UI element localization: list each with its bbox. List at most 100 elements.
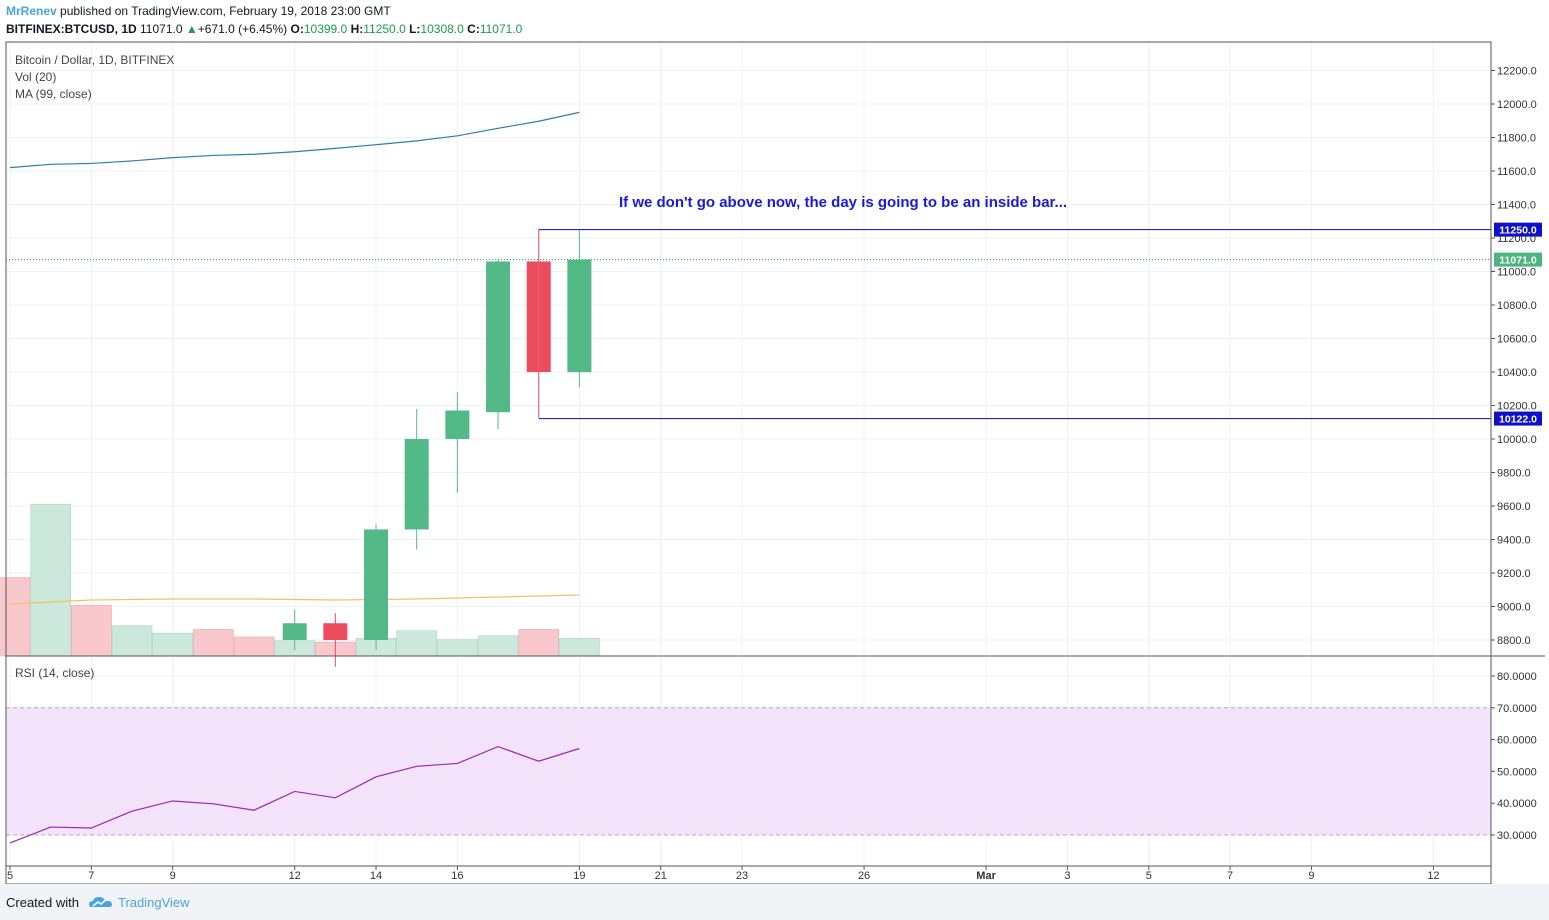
rsi-tick-label: 80.0000: [1497, 671, 1537, 683]
time-tick-label: 7: [1227, 870, 1233, 882]
levels-layer: [6, 229, 1491, 420]
legend-ma: MA (99, close): [15, 87, 92, 101]
volume-bar: [477, 635, 519, 657]
rsi-tick-label: 40.0000: [1497, 798, 1537, 810]
footer-bar: Created with TradingView: [0, 884, 1549, 920]
tradingview-logo-icon[interactable]: [88, 894, 114, 910]
legend-symbol: Bitcoin / Dollar, 1D, BITFINEX: [15, 53, 174, 67]
time-tick-label: Mar: [976, 870, 996, 882]
created-with-text: Created with: [6, 895, 79, 910]
rsi-tick-label: 50.0000: [1497, 766, 1537, 778]
level-price-label: 11250.0: [1499, 225, 1537, 237]
level-price-label-bg: [1494, 411, 1542, 426]
price-tick-label: 9600.0: [1497, 501, 1531, 513]
rsi-band: [6, 707, 1491, 835]
high-value: 11250.0: [363, 22, 406, 36]
time-tick-label: 9: [170, 870, 176, 882]
legend-rsi: RSI (14, close): [15, 666, 94, 680]
chart-annotation: If we don't go above now, the day is goi…: [619, 194, 1067, 211]
price-tick-label: 10200.0: [1497, 401, 1537, 413]
time-tick-label: 23: [736, 870, 748, 882]
volume-bar: [396, 630, 438, 657]
price-tick-label: 11000.0: [1497, 267, 1536, 279]
change-value: +671.0 (+6.45%): [197, 22, 288, 36]
axis-layer: 12200.012000.011800.011600.011400.011200…: [7, 66, 1537, 883]
rsi-band-layer: [6, 707, 1491, 836]
time-tick-label: 5: [1146, 870, 1152, 882]
volume-bar: [71, 605, 112, 657]
close-label: C:: [467, 22, 480, 36]
legend-volume: Vol (20): [15, 70, 56, 84]
author-name[interactable]: MrRenev: [6, 4, 57, 18]
price-tick-label: 11800.0: [1497, 133, 1536, 145]
volume-ma-line: [9, 594, 580, 605]
low-value: 10308.0: [420, 22, 464, 36]
price-tick-label: 9800.0: [1497, 468, 1531, 480]
price-labels-layer: 11250.0 10122.0 11071.0: [1494, 222, 1542, 426]
time-tick-label: 16: [451, 870, 463, 882]
low-label: L:: [409, 22, 421, 36]
rsi-tick-label: 70.0000: [1497, 703, 1537, 715]
volume-bar: [437, 639, 478, 657]
price-tick-label: 12200.0: [1497, 66, 1537, 78]
symbol-name: BITFINEX:BTCUSD, 1D: [6, 22, 137, 36]
open-label: O:: [290, 22, 304, 36]
time-tick-label: 3: [1064, 870, 1070, 882]
volume-layer: [0, 503, 600, 657]
ma-layer: [9, 111, 580, 169]
price-tick-label: 11400.0: [1497, 200, 1536, 212]
price-chart[interactable]: 12200.012000.011800.011600.011400.011200…: [0, 0, 1549, 884]
candle-body: [364, 529, 389, 640]
rsi-line: [9, 745, 580, 844]
candle-body: [445, 410, 470, 439]
time-tick-label: 7: [88, 870, 94, 882]
time-tick-label: 5: [7, 870, 13, 882]
level-price-label: 10122.0: [1499, 414, 1537, 426]
last-price-value: 11071.0: [140, 22, 183, 36]
published-text: published on TradingView.com, February 1…: [60, 4, 391, 18]
publish-info: MrRenev published on TradingView.com, Fe…: [6, 4, 391, 18]
time-tick-label: 14: [370, 870, 382, 882]
time-tick-label: 19: [573, 870, 585, 882]
symbol-info-bar: BITFINEX:BTCUSD, 1D 11071.0 ▲+671.0 (+6.…: [6, 22, 522, 36]
volume-bar: [111, 625, 153, 657]
volume-bar: [233, 636, 275, 657]
price-tick-label: 11600.0: [1497, 166, 1536, 178]
candle-body: [282, 623, 307, 640]
high-label: H:: [350, 22, 364, 36]
chart-frame: [5, 41, 1545, 884]
candle-body: [567, 259, 592, 373]
rsi-tick-label: 60.0000: [1497, 735, 1537, 747]
price-tick-label: 12000.0: [1497, 99, 1537, 111]
volume-bar: [30, 503, 71, 657]
price-tick-label: 9400.0: [1497, 535, 1531, 547]
open-value: 10399.0: [303, 22, 348, 36]
price-tick-label: 8800.0: [1497, 635, 1531, 647]
last-price-label-bg: [1494, 252, 1542, 267]
time-tick-label: 26: [858, 870, 870, 882]
volume-bar: [559, 637, 600, 657]
tradingview-brand-link[interactable]: TradingView: [118, 895, 190, 910]
last-price-label: 11071.0: [1499, 255, 1537, 267]
candle-body: [404, 439, 429, 530]
price-tick-label: 10600.0: [1497, 334, 1537, 346]
rsi-layer: [9, 745, 580, 844]
close-value: 11071.0: [479, 22, 523, 36]
volume-bar: [193, 629, 234, 657]
level-price-label-bg: [1494, 222, 1542, 237]
time-tick-label: 9: [1308, 870, 1314, 882]
volume-bar: [152, 632, 193, 657]
triangle-up-icon: ▲: [185, 22, 198, 36]
candles-layer: [282, 229, 592, 667]
price-tick-label: 10800.0: [1497, 300, 1537, 312]
volume-bar: [0, 577, 31, 657]
candle-body: [486, 261, 511, 413]
candle-body: [323, 623, 348, 640]
time-tick-label: 12: [289, 870, 301, 882]
price-tick-label: 9000.0: [1497, 602, 1531, 614]
price-tick-label: 10400.0: [1497, 367, 1537, 379]
time-tick-label: 21: [655, 870, 667, 882]
rsi-tick-label: 30.0000: [1497, 830, 1537, 842]
volume-bar: [518, 629, 560, 657]
ma-line: [9, 111, 580, 169]
